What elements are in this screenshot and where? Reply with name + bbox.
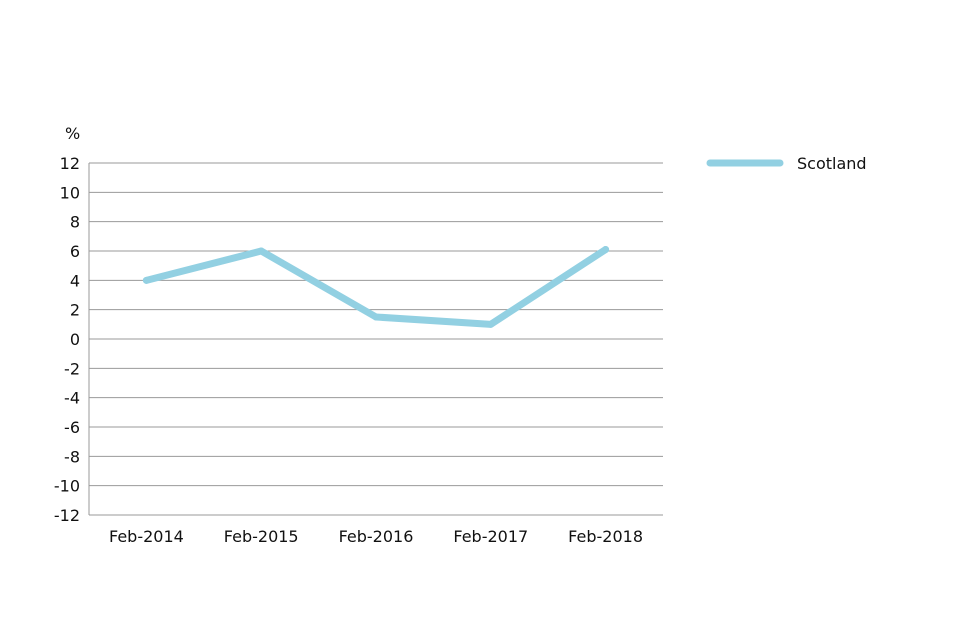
y-tick-label: 6	[70, 242, 80, 261]
y-tick-label: 10	[60, 183, 80, 202]
y-tick-label: -4	[64, 389, 80, 408]
y-tick-label: -10	[54, 477, 80, 496]
data-point	[602, 246, 610, 254]
y-tick-label: 4	[70, 271, 80, 290]
series-line	[142, 246, 610, 328]
data-point	[142, 276, 150, 284]
x-tick-label: Feb-2016	[339, 527, 414, 546]
x-tick-label: Feb-2014	[109, 527, 184, 546]
legend: Scotland	[706, 154, 867, 173]
y-tick-labels: 12 10 8 6 4 2 0 -2 -4 -6 -8 -10 -12	[54, 154, 80, 525]
y-tick-label: 0	[70, 330, 80, 349]
data-point	[487, 320, 495, 328]
y-tick-label: -12	[54, 506, 80, 525]
x-tick-label: Feb-2017	[453, 527, 528, 546]
axes	[88, 163, 663, 516]
gridlines	[89, 162, 663, 487]
y-unit-label: %	[65, 124, 80, 143]
y-tick-label: 12	[60, 154, 80, 173]
x-tick-label: Feb-2015	[224, 527, 299, 546]
data-point	[372, 313, 380, 321]
y-tick-label: -8	[64, 447, 80, 466]
series-lines	[142, 246, 610, 328]
x-tick-label: Feb-2018	[568, 527, 643, 546]
data-point	[257, 247, 265, 255]
x-tick-labels: Feb-2014 Feb-2015 Feb-2016 Feb-2017 Feb-2018	[109, 527, 643, 546]
y-tick-label: -6	[64, 418, 80, 437]
y-tick-label: -2	[64, 359, 80, 378]
y-tick-label: 8	[70, 213, 80, 232]
y-tick-label: 2	[70, 301, 80, 320]
legend-label: Scotland	[797, 154, 867, 173]
